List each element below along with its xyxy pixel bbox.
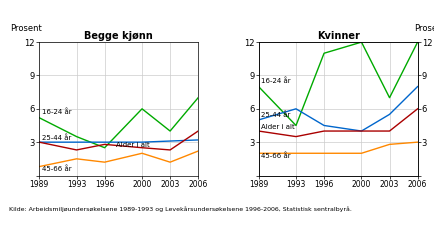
Title: Begge kjønn: Begge kjønn	[84, 31, 153, 41]
Text: Alder i alt: Alder i alt	[261, 124, 294, 130]
Text: 25-44 år: 25-44 år	[42, 134, 71, 141]
Text: Prosent: Prosent	[10, 24, 42, 33]
Text: 25-44 år: 25-44 år	[261, 111, 290, 118]
Text: Kilde: Arbeidsmiljøundersøkelsene 1989-1993 og Levekårsundersøkelsene 1996-2006,: Kilde: Arbeidsmiljøundersøkelsene 1989-1…	[9, 206, 351, 212]
Text: 45-66 år: 45-66 år	[42, 165, 72, 172]
Text: 16-24 år: 16-24 år	[261, 77, 290, 84]
Text: 16-24 år: 16-24 år	[42, 109, 72, 115]
Title: Kvinner: Kvinner	[316, 31, 359, 41]
Text: Alder i alt: Alder i alt	[115, 142, 149, 148]
Text: 45-66 år: 45-66 år	[261, 152, 290, 159]
Text: Prosent: Prosent	[414, 24, 434, 33]
